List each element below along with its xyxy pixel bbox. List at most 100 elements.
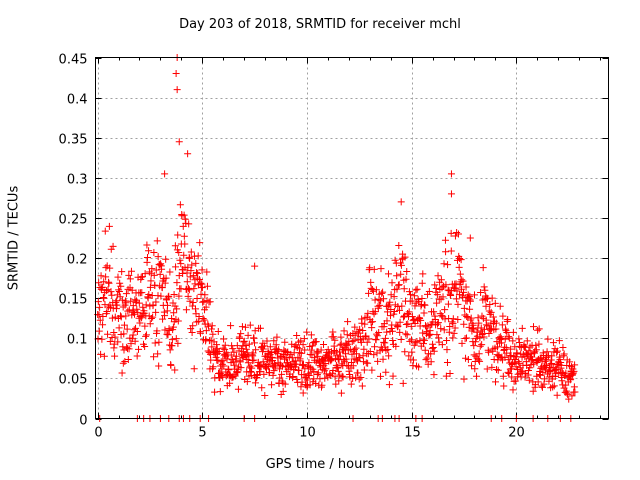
data-point xyxy=(501,335,509,343)
data-point xyxy=(200,297,208,305)
data-point xyxy=(536,367,544,375)
data-point xyxy=(437,276,445,284)
data-point xyxy=(256,324,264,332)
data-point xyxy=(420,301,428,309)
data-point xyxy=(111,333,119,341)
data-point xyxy=(251,339,259,347)
data-point xyxy=(499,312,507,320)
data-point xyxy=(460,288,468,296)
data-point xyxy=(95,327,103,335)
data-point xyxy=(156,270,164,278)
data-point xyxy=(340,327,348,335)
data-point xyxy=(258,384,266,392)
data-point xyxy=(115,324,123,332)
data-point xyxy=(175,249,183,257)
data-point xyxy=(205,337,213,345)
data-point xyxy=(392,342,400,350)
data-point xyxy=(441,306,449,314)
data-point xyxy=(108,314,116,322)
data-point xyxy=(480,283,488,291)
data-point xyxy=(559,343,567,351)
data-point xyxy=(297,349,305,357)
data-point xyxy=(206,298,214,306)
data-point xyxy=(393,323,401,331)
data-point xyxy=(158,284,166,292)
y-tick-label: 0.35 xyxy=(59,133,88,148)
data-point xyxy=(514,358,522,366)
data-point xyxy=(266,368,274,376)
data-point xyxy=(172,263,180,271)
data-point xyxy=(564,390,572,398)
data-point xyxy=(433,299,441,307)
data-point xyxy=(571,361,579,369)
data-point xyxy=(387,306,395,314)
data-point xyxy=(553,391,561,399)
data-point xyxy=(513,349,521,357)
y-tick-label: 0.05 xyxy=(59,373,88,388)
data-point xyxy=(553,347,561,355)
data-point xyxy=(447,247,455,255)
data-point xyxy=(126,275,134,283)
data-point xyxy=(545,373,553,381)
data-point xyxy=(192,259,200,267)
data-point xyxy=(420,309,428,317)
data-point xyxy=(181,240,189,248)
data-point xyxy=(101,227,109,235)
data-point xyxy=(476,357,484,365)
data-point xyxy=(115,286,123,294)
data-point xyxy=(454,230,462,238)
data-point xyxy=(141,342,149,350)
data-point xyxy=(505,333,513,341)
data-point xyxy=(337,340,345,348)
data-point xyxy=(172,70,180,78)
data-point xyxy=(410,292,418,300)
data-point xyxy=(525,376,533,384)
data-point xyxy=(468,325,476,332)
data-point xyxy=(118,369,126,377)
data-point xyxy=(447,292,455,300)
data-point xyxy=(132,298,140,306)
data-point xyxy=(342,350,350,358)
data-point xyxy=(223,355,231,363)
data-point xyxy=(456,255,464,263)
data-point xyxy=(273,333,281,341)
data-point xyxy=(421,301,429,309)
data-point xyxy=(503,328,511,336)
data-point xyxy=(131,310,139,318)
data-point xyxy=(538,383,546,391)
data-point xyxy=(369,287,377,295)
data-point xyxy=(327,356,335,364)
data-point xyxy=(507,345,515,353)
data-point xyxy=(332,380,340,388)
data-point xyxy=(211,388,219,396)
data-point xyxy=(146,320,154,328)
data-point xyxy=(237,364,245,372)
data-point xyxy=(164,301,172,309)
data-point xyxy=(240,338,248,346)
data-point xyxy=(399,313,407,321)
data-point xyxy=(434,272,442,280)
data-point xyxy=(496,302,504,310)
data-point xyxy=(372,286,380,294)
data-point xyxy=(384,270,392,278)
data-point xyxy=(351,323,359,331)
data-point xyxy=(432,285,440,293)
data-point xyxy=(141,270,149,278)
data-point xyxy=(98,283,106,291)
data-point xyxy=(305,359,313,367)
data-point xyxy=(566,358,574,366)
data-point xyxy=(429,343,437,351)
data-point xyxy=(482,302,490,310)
data-point xyxy=(170,309,178,317)
data-point xyxy=(202,335,210,343)
data-point xyxy=(470,325,478,333)
data-point xyxy=(202,303,210,311)
data-point xyxy=(158,265,166,273)
data-point xyxy=(230,348,238,356)
data-point xyxy=(376,301,384,309)
data-point xyxy=(427,350,435,358)
data-point xyxy=(544,335,552,343)
data-point xyxy=(135,345,143,353)
data-point xyxy=(468,362,476,370)
data-point xyxy=(407,291,415,299)
